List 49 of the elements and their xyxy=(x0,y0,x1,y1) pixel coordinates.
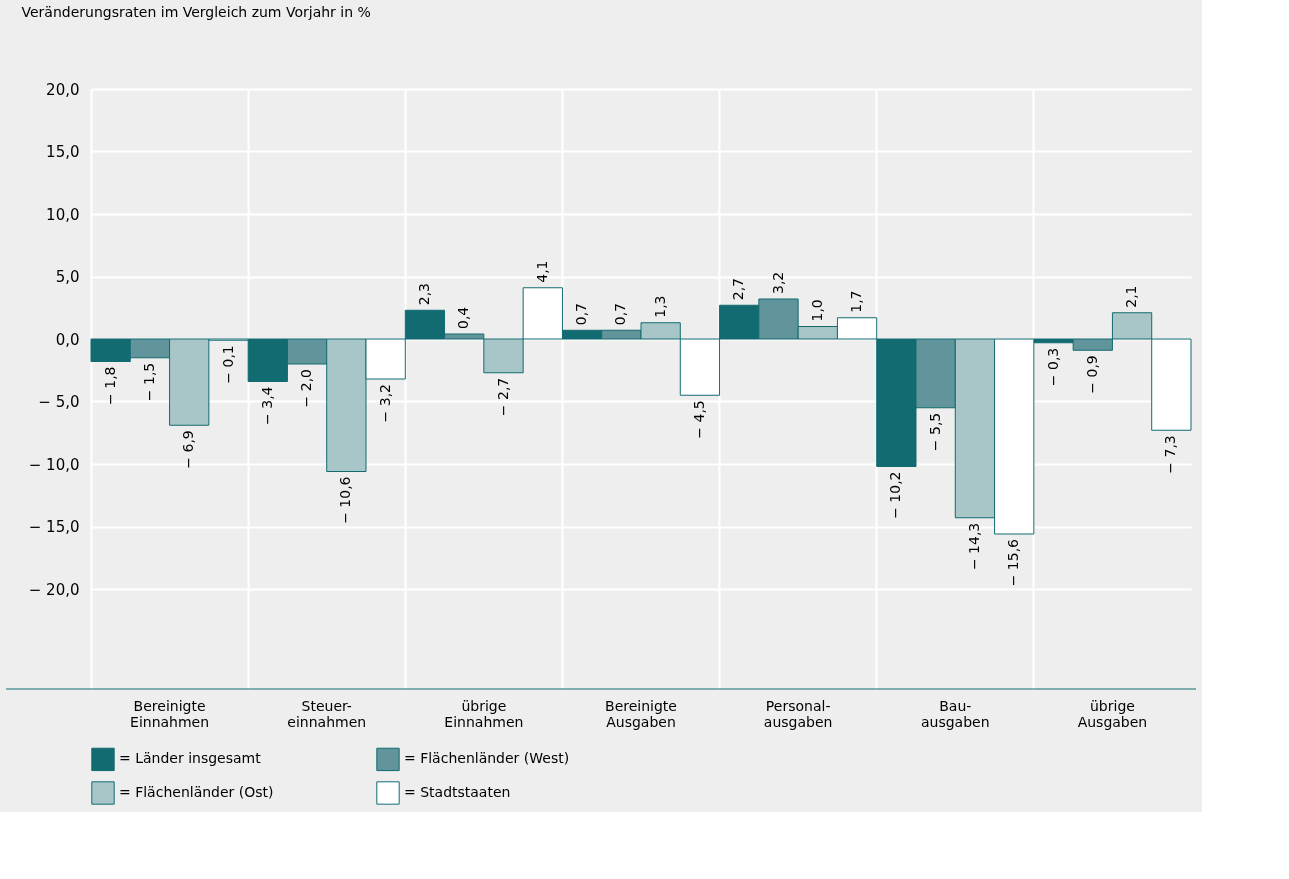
y-tick-label: − 5,0 xyxy=(38,393,80,411)
x-tick-label: Personal- ausgaben xyxy=(763,697,833,730)
data-label: − 2,0 xyxy=(298,369,315,408)
legend-label: = Länder insgesamt xyxy=(119,750,262,767)
data-label: − 6,9 xyxy=(180,430,197,469)
x-tick-label: Bau- ausgaben xyxy=(920,697,990,730)
data-label: − 0,9 xyxy=(1083,355,1100,394)
data-label: − 3,2 xyxy=(376,384,393,423)
data-label: − 1,8 xyxy=(101,366,118,405)
y-tick-label: 10,0 xyxy=(46,205,80,224)
y-tick-label: 0,0 xyxy=(55,330,80,349)
data-label: 0,4 xyxy=(455,306,472,329)
data-label: − 2,7 xyxy=(494,377,511,417)
x-tick-label: übrige Einnahmen xyxy=(444,697,524,730)
data-label: 1,0 xyxy=(808,299,825,322)
data-label: − 14,3 xyxy=(965,522,982,571)
y-tick-label: 15,0 xyxy=(46,143,80,161)
data-label: 2,7 xyxy=(730,277,747,301)
y-tick-label: 20,0 xyxy=(46,80,80,99)
data-label: 4,1 xyxy=(533,260,550,283)
x-tick-label: Bereinigte Einnahmen xyxy=(130,697,210,730)
legend-label: = Flächenländer (Ost) xyxy=(119,784,274,800)
data-label: − 0,3 xyxy=(1044,347,1061,387)
data-label: − 10,2 xyxy=(887,471,904,519)
y-tick-label: − 15,0 xyxy=(28,518,80,536)
x-tick-label: Bereinigte Ausgaben xyxy=(605,697,677,730)
data-label: 1,7 xyxy=(848,290,865,313)
legend-label: = Flächenländer (West) xyxy=(404,750,570,767)
data-label: 0,7 xyxy=(573,302,590,326)
data-label: − 3,4 xyxy=(258,386,275,425)
data-label: 1,3 xyxy=(651,295,668,318)
legend-label: = Stadtstaaten xyxy=(404,784,511,800)
data-label: − 0,1 xyxy=(219,345,236,384)
y-axis-title: Veränderungsraten im Vergleich zum Vorjahr in % xyxy=(21,3,371,20)
data-label: − 7,3 xyxy=(1162,435,1179,474)
y-tick-label: 5,0 xyxy=(55,268,80,286)
data-label: − 4,5 xyxy=(690,400,707,439)
data-label: 3,2 xyxy=(769,271,786,294)
x-tick-label: übrige Ausgaben xyxy=(1077,697,1148,730)
data-label: − 10,6 xyxy=(337,476,354,524)
data-label: − 5,5 xyxy=(926,412,943,452)
data-label: − 1,5 xyxy=(140,362,157,402)
data-label: 2,3 xyxy=(415,282,432,306)
data-label: − 15,6 xyxy=(1005,538,1022,587)
y-tick-label: − 10,0 xyxy=(28,455,80,474)
x-tick-label: Steuer- einnahmen xyxy=(287,697,367,730)
y-tick-label: − 20,0 xyxy=(28,580,80,599)
data-label: 2,1 xyxy=(1123,285,1140,308)
data-label: 0,7 xyxy=(612,302,629,326)
